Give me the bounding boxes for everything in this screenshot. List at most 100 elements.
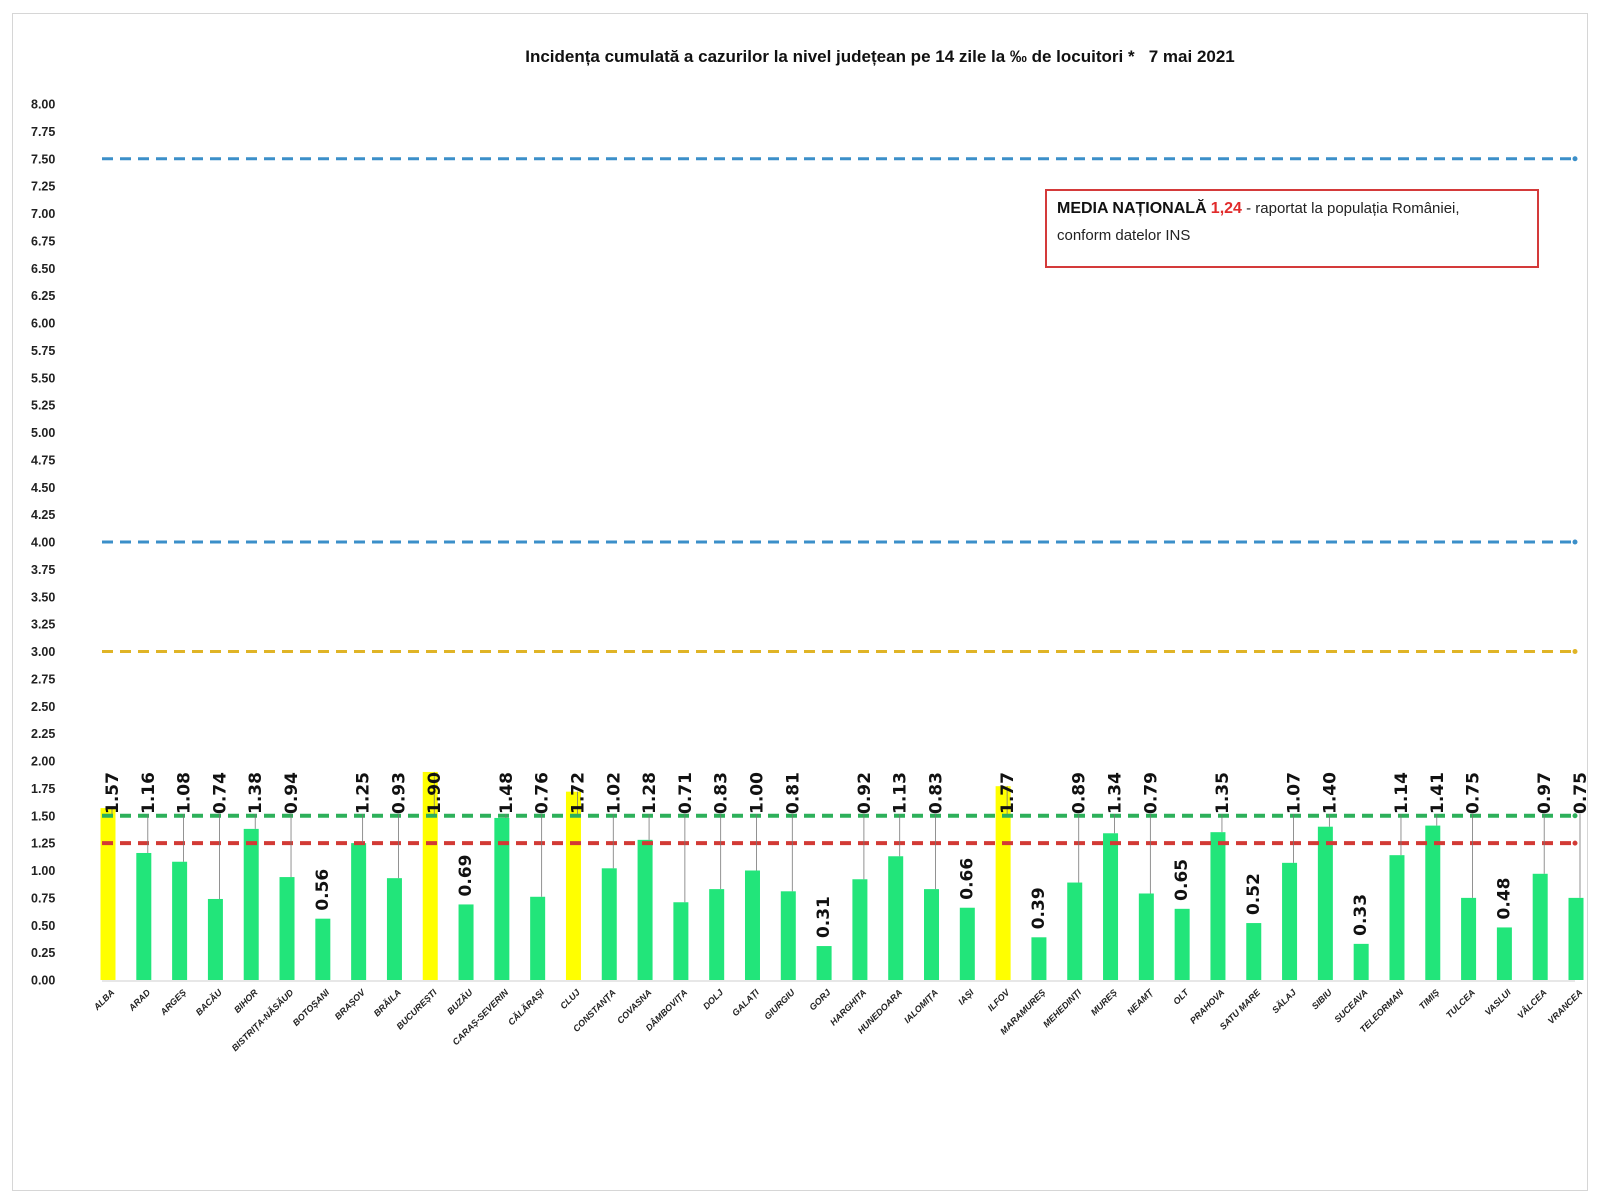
y-tick-label: 6.00	[31, 317, 55, 331]
bar	[494, 817, 510, 980]
data-label: 0.75	[1571, 772, 1591, 814]
x-tick-label: NEAMȚ	[1125, 986, 1156, 1017]
x-tick-label: ALBA	[91, 987, 116, 1012]
data-label: 0.83	[712, 772, 732, 814]
bar	[1174, 908, 1190, 980]
bar	[1138, 893, 1154, 980]
data-label: 0.69	[456, 854, 476, 896]
x-tick-label: TIMIȘ	[1417, 987, 1441, 1011]
bar	[351, 843, 367, 980]
bar	[1568, 897, 1584, 980]
x-tick-label: BOTOȘANI	[291, 987, 332, 1028]
y-tick-label: 2.75	[31, 672, 55, 686]
data-label: 0.33	[1351, 894, 1371, 936]
bar	[422, 771, 438, 980]
data-label: 1.77	[998, 772, 1018, 814]
x-tick-label: OLT	[1171, 986, 1191, 1006]
bar	[888, 856, 904, 980]
bar	[1496, 927, 1512, 980]
bar	[1425, 825, 1441, 980]
bar	[709, 889, 725, 980]
bar	[100, 808, 116, 980]
data-label: 1.25	[354, 772, 374, 814]
data-label: 1.34	[1106, 772, 1126, 814]
bar	[315, 918, 331, 980]
y-tick-label: 0.75	[31, 891, 55, 905]
data-label: 0.79	[1141, 772, 1161, 814]
y-tick-label: 6.25	[31, 289, 55, 303]
bar	[816, 946, 832, 980]
data-label: 1.57	[103, 772, 123, 814]
bar	[673, 902, 689, 980]
bar	[1067, 882, 1083, 980]
data-label: 1.35	[1213, 772, 1233, 814]
x-tick-label: VASLUI	[1483, 987, 1513, 1017]
national-average-label: MEDIA NAȚIONALĂ	[1057, 200, 1207, 217]
data-label: 0.76	[533, 772, 553, 814]
data-label: 0.89	[1070, 772, 1090, 814]
national-average-text1: - raportat la populația României,	[1241, 200, 1460, 217]
y-tick-label: 1.50	[31, 809, 55, 823]
x-tick-label: PRAHOVA	[1188, 987, 1226, 1025]
x-tick-label: DOLJ	[701, 987, 726, 1012]
bar	[1282, 862, 1298, 980]
x-tick-label: TULCEA	[1444, 987, 1477, 1020]
x-tick-label: CLUJ	[558, 987, 582, 1011]
x-tick-label: BIHOR	[232, 987, 260, 1015]
x-tick-label: SUCEAVA	[1332, 987, 1369, 1024]
bar	[601, 868, 617, 980]
data-label: 0.74	[210, 772, 230, 814]
data-label: 0.81	[783, 772, 803, 814]
y-tick-label: 1.75	[31, 782, 55, 796]
national-average-value: 1,24	[1210, 200, 1242, 217]
national-average-text2: conform datelor INS	[1057, 227, 1191, 244]
x-tick-label: ARAD	[126, 987, 153, 1014]
bar	[852, 879, 868, 980]
x-tick-label: SIBIU	[1310, 987, 1334, 1011]
data-label: 0.75	[1464, 772, 1484, 814]
bar	[744, 870, 760, 980]
bar	[1389, 855, 1405, 980]
y-tick-label: 2.25	[31, 727, 55, 741]
data-label: 1.28	[640, 772, 660, 814]
reference-line-end	[1572, 649, 1578, 654]
x-tick-label: VÂLCEA	[1515, 987, 1549, 1021]
y-tick-label: 6.75	[31, 234, 55, 248]
y-tick-label: 4.50	[31, 481, 55, 495]
y-tick-label: 8.00	[31, 98, 55, 112]
bar	[1103, 833, 1119, 980]
y-tick-label: 2.50	[31, 700, 55, 714]
bar	[637, 839, 653, 980]
y-tick-label: 5.00	[31, 426, 55, 440]
data-label: 1.00	[747, 772, 767, 814]
y-tick-label: 4.00	[31, 536, 55, 550]
y-tick-label: 7.75	[31, 125, 55, 139]
y-tick-label: 5.25	[31, 399, 55, 413]
y-tick-label: 7.00	[31, 207, 55, 221]
bar	[172, 861, 188, 980]
y-tick-label: 3.50	[31, 590, 55, 604]
y-tick-label: 5.50	[31, 371, 55, 385]
data-label: 1.02	[604, 772, 624, 814]
data-label: 0.93	[389, 772, 409, 814]
y-tick-label: 4.75	[31, 453, 55, 467]
data-label: 0.56	[313, 869, 333, 911]
y-tick-label: 6.50	[31, 262, 55, 276]
bar	[458, 904, 474, 980]
data-label: 0.66	[957, 858, 977, 900]
data-label: 1.16	[139, 772, 159, 814]
x-tick-label: BACĂU	[193, 986, 224, 1017]
y-tick-label: 0.25	[31, 946, 55, 960]
y-tick-label: 3.00	[31, 645, 55, 659]
reference-line-end	[1572, 156, 1578, 162]
x-tick-label: SĂLAJ	[1269, 986, 1298, 1015]
data-label: 1.13	[891, 772, 911, 814]
data-label: 0.39	[1029, 887, 1049, 929]
x-tick-label: COVASNA	[615, 987, 653, 1025]
data-label: 0.83	[927, 772, 947, 814]
data-label: 0.92	[855, 772, 875, 814]
national-average-box: MEDIA NAȚIONALĂ 1,24 - raportat la popul…	[1045, 189, 1539, 268]
bar	[995, 786, 1011, 980]
y-tick-label: 3.75	[31, 563, 55, 577]
data-label: 1.08	[175, 772, 195, 814]
